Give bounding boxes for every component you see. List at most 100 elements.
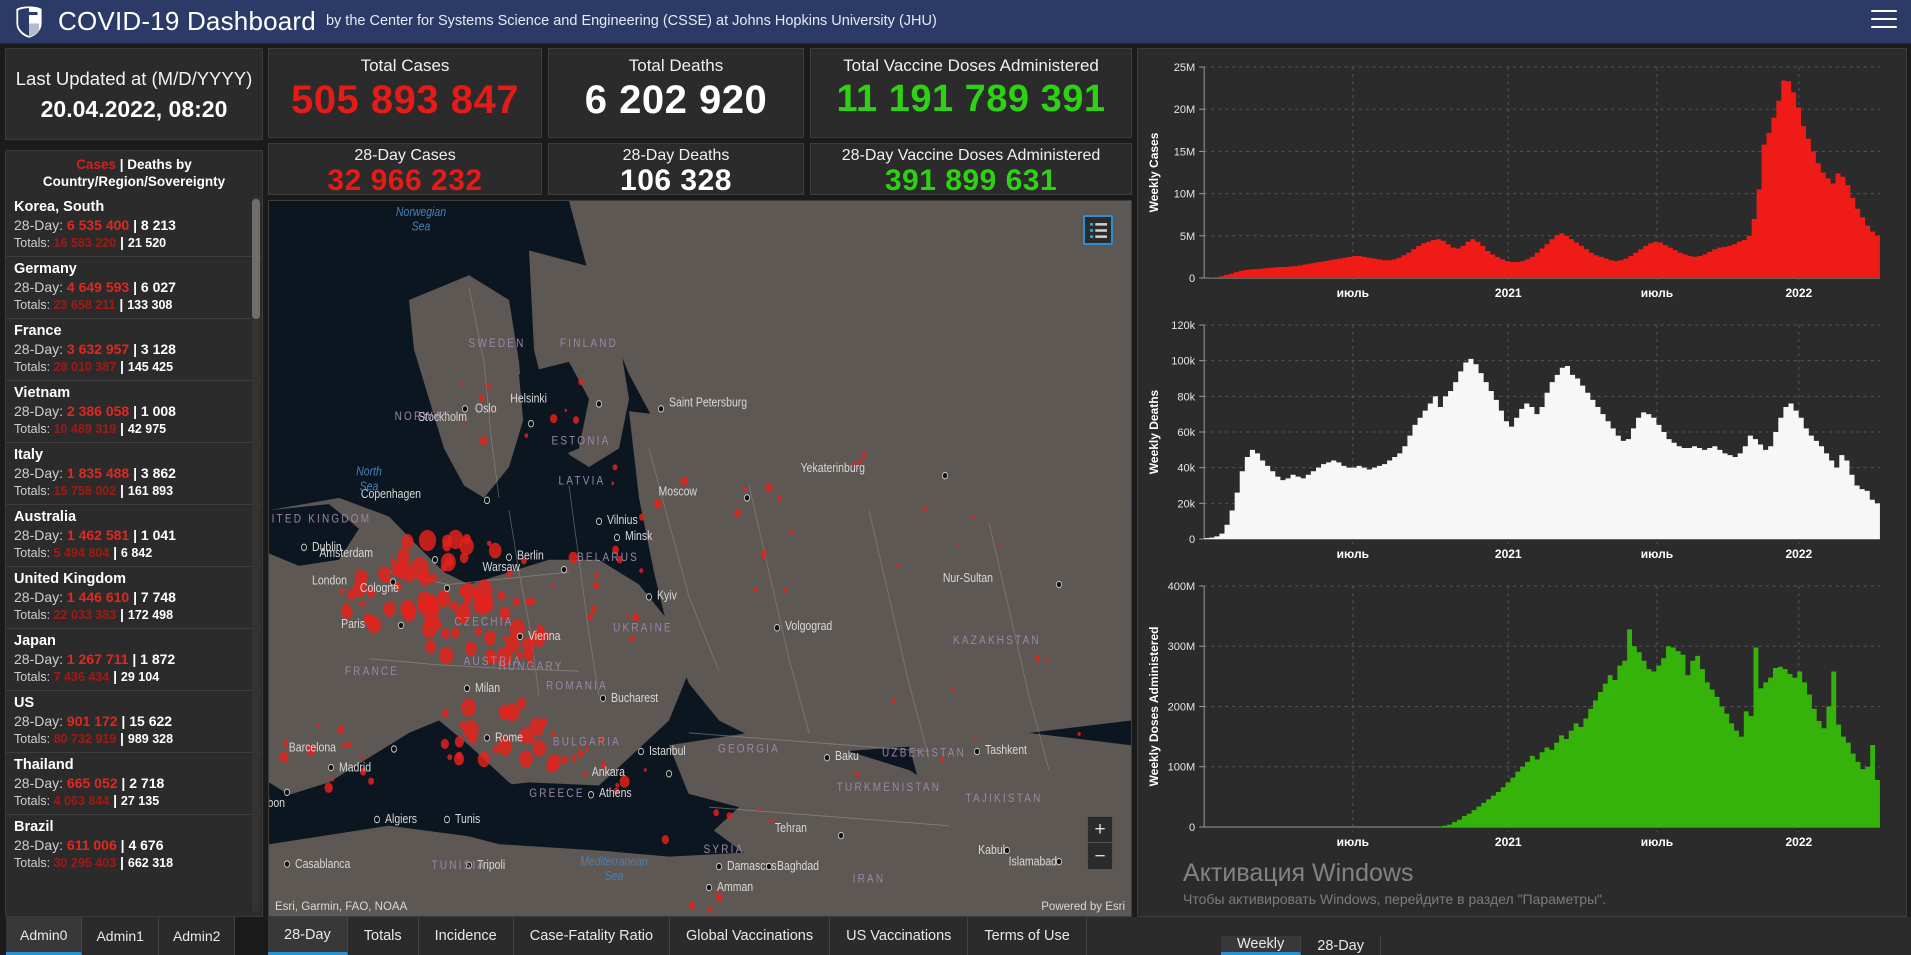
- map-case-bubble[interactable]: [517, 697, 527, 710]
- map-case-bubble[interactable]: [762, 555, 767, 561]
- country-list[interactable]: Korea, South 28-Day: 6 535 400 | 8 213 Tot…: [6, 195, 262, 916]
- map-case-bubble[interactable]: [360, 600, 366, 607]
- map-case-bubble[interactable]: [405, 571, 415, 583]
- map-case-bubble[interactable]: [572, 416, 580, 424]
- map-case-bubble[interactable]: [478, 394, 485, 402]
- map-case-bubble[interactable]: [760, 549, 767, 557]
- map-case-bubble[interactable]: [475, 579, 493, 600]
- hamburger-menu-icon[interactable]: [1871, 10, 1897, 32]
- map-case-bubble[interactable]: [611, 481, 615, 486]
- map-case-bubble[interactable]: [447, 754, 453, 761]
- map-case-bubble[interactable]: [454, 736, 464, 748]
- map-case-bubble[interactable]: [769, 818, 773, 824]
- map-case-bubble[interactable]: [777, 495, 783, 502]
- legend-list-icon[interactable]: [1083, 215, 1113, 245]
- map-case-bubble[interactable]: [576, 749, 584, 758]
- map-case-bubble[interactable]: [346, 741, 352, 748]
- map-case-bubble[interactable]: [492, 746, 499, 754]
- map-case-bubble[interactable]: [330, 776, 335, 782]
- country-list-item[interactable]: United Kingdom 28-Day: 1 446 610 | 7 748 T…: [6, 566, 262, 628]
- map-case-bubble[interactable]: [540, 717, 548, 726]
- map-case-bubble[interactable]: [1077, 732, 1081, 737]
- map-case-bubble[interactable]: [922, 506, 927, 512]
- map-case-bubble[interactable]: [473, 595, 489, 615]
- map-canvas[interactable]: Oslo Stockholm Helsinki Saint Petersburg Cop…: [269, 201, 1131, 916]
- map-case-bubble[interactable]: [490, 656, 497, 664]
- map-case-bubble[interactable]: [496, 647, 513, 668]
- map-case-bubble[interactable]: [352, 580, 367, 597]
- map-case-bubble[interactable]: [661, 834, 670, 845]
- map-case-bubble[interactable]: [519, 750, 533, 768]
- map-case-bubble[interactable]: [428, 594, 437, 605]
- map-case-bubble[interactable]: [612, 464, 618, 471]
- country-list-item[interactable]: US 28-Day: 901 172 | 15 622 Totals: 80 732…: [6, 690, 262, 752]
- tab-period-weekly[interactable]: Weekly: [1220, 936, 1302, 955]
- map-case-bubble[interactable]: [599, 737, 604, 743]
- map-case-bubble[interactable]: [463, 596, 472, 607]
- map-case-bubble[interactable]: [503, 635, 508, 641]
- map-case-bubble[interactable]: [583, 770, 589, 777]
- map-case-bubble[interactable]: [450, 627, 460, 639]
- map-case-bubble[interactable]: [619, 775, 630, 788]
- map-case-bubble[interactable]: [578, 378, 584, 386]
- map-case-bubble[interactable]: [571, 754, 577, 762]
- map-case-bubble[interactable]: [743, 487, 748, 492]
- map-case-bubble[interactable]: [688, 901, 696, 910]
- map-case-bubble[interactable]: [447, 529, 464, 550]
- map-case-bubble[interactable]: [854, 771, 860, 778]
- country-list-item[interactable]: Italy 28-Day: 1 835 488 | 3 862 Totals: 15…: [6, 442, 262, 504]
- map-case-bubble[interactable]: [283, 740, 289, 747]
- map-case-bubble[interactable]: [951, 687, 955, 691]
- map-case-bubble[interactable]: [707, 906, 713, 913]
- map-case-bubble[interactable]: [891, 698, 896, 703]
- map-case-bubble[interactable]: [753, 586, 758, 593]
- tab-period-28-day[interactable]: 28-Day: [1301, 936, 1381, 955]
- map-case-bubble[interactable]: [532, 740, 547, 757]
- map-case-bubble[interactable]: [390, 557, 396, 564]
- map-case-bubble[interactable]: [474, 626, 482, 636]
- map-case-bubble[interactable]: [956, 542, 960, 547]
- map-case-bubble[interactable]: [477, 751, 491, 768]
- map-case-bubble[interactable]: [429, 573, 438, 583]
- map-case-bubble[interactable]: [397, 547, 410, 564]
- map-case-bubble[interactable]: [436, 590, 451, 608]
- map-case-bubble[interactable]: [341, 605, 353, 619]
- map-case-bubble[interactable]: [439, 646, 454, 665]
- map-case-bubble[interactable]: [713, 809, 719, 817]
- map-case-bubble[interactable]: [453, 752, 465, 766]
- map-case-bubble[interactable]: [614, 787, 620, 795]
- map-case-bubble[interactable]: [462, 420, 465, 424]
- map-case-bubble[interactable]: [551, 731, 556, 737]
- map-case-bubble[interactable]: [359, 767, 367, 776]
- map-case-bubble[interactable]: [424, 622, 430, 629]
- map-case-bubble[interactable]: [463, 720, 479, 740]
- country-list-item[interactable]: Australia 28-Day: 1 462 581 | 1 041 Totals…: [6, 504, 262, 566]
- map-case-bubble[interactable]: [541, 630, 549, 640]
- map-case-bubble[interactable]: [643, 768, 647, 772]
- map-case-bubble[interactable]: [360, 754, 364, 760]
- map-case-bubble[interactable]: [527, 659, 533, 666]
- tab-global-vaccinations[interactable]: Global Vaccinations: [670, 917, 831, 955]
- map-case-bubble[interactable]: [616, 555, 623, 564]
- map-case-bubble[interactable]: [852, 461, 857, 466]
- tab-us-vaccinations[interactable]: US Vaccinations: [830, 917, 969, 955]
- map-case-bubble[interactable]: [279, 751, 289, 763]
- country-list-item[interactable]: Germany 28-Day: 4 649 593 | 6 027 Totals: …: [6, 256, 262, 318]
- map-case-bubble[interactable]: [639, 568, 644, 574]
- admin-level-tabs[interactable]: Admin0 Admin1 Admin2: [0, 917, 263, 955]
- map-case-bubble[interactable]: [612, 545, 619, 555]
- map-case-bubble[interactable]: [419, 570, 432, 587]
- country-list-item[interactable]: Vietnam 28-Day: 2 386 058 | 1 008 Totals: …: [6, 380, 262, 442]
- country-list-item[interactable]: Japan 28-Day: 1 267 711 | 1 872 Totals: 7 …: [6, 628, 262, 690]
- map-case-bubble[interactable]: [441, 709, 449, 718]
- map-case-bubble[interactable]: [1045, 658, 1049, 663]
- map-case-bubble[interactable]: [442, 540, 452, 552]
- map-case-bubble[interactable]: [594, 572, 599, 578]
- map-case-bubble[interactable]: [505, 703, 520, 722]
- map-case-bubble[interactable]: [1034, 655, 1040, 662]
- map-case-bubble[interactable]: [505, 635, 520, 653]
- map-case-bubble[interactable]: [629, 635, 635, 643]
- map-case-bubble[interactable]: [497, 737, 512, 756]
- map-case-bubble[interactable]: [479, 436, 488, 446]
- map-case-bubble[interactable]: [587, 613, 593, 621]
